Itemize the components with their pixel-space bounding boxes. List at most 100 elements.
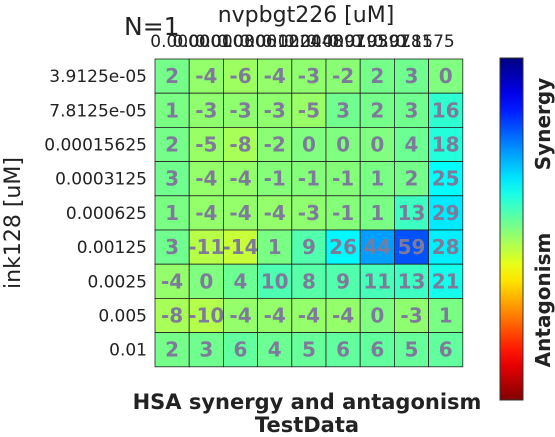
cell-value-label: 3 bbox=[165, 167, 179, 191]
cell-value-label: -4 bbox=[195, 167, 217, 191]
cell-value-label: 28 bbox=[432, 235, 460, 259]
cell-value-label: 0 bbox=[370, 133, 384, 157]
heatmap-cell bbox=[359, 297, 395, 333]
cell-value-label: -1 bbox=[298, 167, 320, 191]
heatmap-cell bbox=[188, 127, 224, 163]
heatmap-cell bbox=[325, 58, 361, 94]
cell-value-label: 3 bbox=[165, 235, 179, 259]
cell-value-label: -4 bbox=[229, 201, 251, 225]
heatmap-cell bbox=[393, 332, 429, 368]
cell-value-label: 0 bbox=[302, 133, 316, 157]
cell-value-label: -3 bbox=[400, 304, 422, 328]
heatmap-cell bbox=[154, 263, 190, 299]
heatmap-cell bbox=[257, 195, 293, 231]
x-tick-label: 0.0001 bbox=[173, 32, 232, 52]
heatmap-cell bbox=[222, 161, 258, 197]
cell-value-label: -4 bbox=[229, 167, 251, 191]
heatmap-cell bbox=[154, 92, 190, 128]
heatmap-cell bbox=[359, 195, 395, 231]
cell-value-label: -4 bbox=[161, 269, 183, 293]
cell-value-label: 1 bbox=[268, 235, 282, 259]
x-tick-label: 0.0048 bbox=[284, 32, 343, 52]
x-tick-label: 0.0003 bbox=[195, 32, 254, 52]
cell-value-label: 9 bbox=[302, 235, 316, 259]
heatmap-cell bbox=[222, 263, 258, 299]
cell-value-label: 4 bbox=[405, 133, 419, 157]
cell-value-label: 5 bbox=[302, 338, 316, 362]
heatmap-cell bbox=[188, 332, 224, 368]
y-tick-label: 0.005 bbox=[98, 307, 147, 327]
heatmap-cell bbox=[291, 58, 327, 94]
cell-value-label: 2 bbox=[165, 133, 179, 157]
cell-value-label: 18 bbox=[432, 133, 460, 157]
cell-value-label: -4 bbox=[195, 64, 217, 88]
x-tick-labels: 0.00000.00010.00030.00060.00120.00240.00… bbox=[150, 32, 454, 52]
cell-value-label: 3 bbox=[405, 98, 419, 122]
cell-value-label: 6 bbox=[439, 338, 453, 362]
cell-value-label: -4 bbox=[332, 304, 354, 328]
cell-value-label: 16 bbox=[432, 98, 460, 122]
cell-value-label: -4 bbox=[264, 201, 286, 225]
heatmap-cell bbox=[291, 229, 327, 265]
cell-value-label: 3 bbox=[405, 64, 419, 88]
cell-value-label: -2 bbox=[264, 133, 286, 157]
cell-value-label: -6 bbox=[229, 64, 251, 88]
cell-value-label: 1 bbox=[439, 304, 453, 328]
cell-value-label: -5 bbox=[195, 133, 217, 157]
heatmap-cell bbox=[291, 195, 327, 231]
heatmap-cell bbox=[257, 229, 293, 265]
cell-value-label: 44 bbox=[363, 235, 391, 259]
x-tick-label: 0.0006 bbox=[217, 32, 276, 52]
heatmap-cell bbox=[291, 92, 327, 128]
cell-value-label: -11 bbox=[188, 235, 224, 259]
cell-value-label: 0 bbox=[336, 133, 350, 157]
heatmap-cell bbox=[325, 161, 361, 197]
cell-value-label: 6 bbox=[234, 338, 248, 362]
cell-value-label: 11 bbox=[363, 269, 391, 293]
cell-value-label: 10 bbox=[261, 269, 289, 293]
cell-value-label: 13 bbox=[398, 201, 426, 225]
cell-value-label: 29 bbox=[432, 201, 460, 225]
heatmap-cell bbox=[428, 229, 464, 265]
cell-value-label: -3 bbox=[298, 201, 320, 225]
heatmap-cell bbox=[359, 332, 395, 368]
cell-value-label: -4 bbox=[229, 304, 251, 328]
cell-value-label: 5 bbox=[405, 338, 419, 362]
cell-value-label: 0 bbox=[199, 269, 213, 293]
cell-value-label: 3 bbox=[199, 338, 213, 362]
y-tick-label: 0.00015625 bbox=[44, 136, 147, 156]
x-tick-label: 0.0195 bbox=[328, 32, 387, 52]
y-tick-label: 0.0025 bbox=[88, 272, 147, 292]
x-tick-label: 0.0012 bbox=[239, 32, 298, 52]
cell-value-label: 2 bbox=[165, 64, 179, 88]
heatmap-cell bbox=[188, 297, 224, 333]
heatmap-cell bbox=[359, 263, 395, 299]
colorbar bbox=[499, 57, 524, 401]
cell-value-label: 2 bbox=[165, 338, 179, 362]
cell-value-label: 2 bbox=[405, 167, 419, 191]
cell-value-label: -1 bbox=[264, 167, 286, 191]
cell-value-label: 25 bbox=[432, 167, 460, 191]
heatmap-cells: 2 -4 -6 -4 -3 -2 2 3 01 -3 -3 -3 -5 3 2 3 162 -5 -8 -2 0 0 0 4 1… bbox=[154, 58, 464, 368]
colorbar-label-synergy: Synergy bbox=[531, 78, 555, 170]
cell-value-label: 26 bbox=[329, 235, 357, 259]
cell-value-label: 6 bbox=[336, 338, 350, 362]
sample-count-label: N=1 bbox=[124, 12, 180, 41]
cell-value-label: -4 bbox=[264, 304, 286, 328]
heatmap-cell bbox=[257, 127, 293, 163]
x-tick-label: 0.0781 bbox=[373, 32, 432, 52]
heatmap-cell bbox=[188, 263, 224, 299]
y-tick-label: 3.9125e-05 bbox=[49, 67, 147, 87]
heatmap-cell bbox=[428, 263, 464, 299]
cell-value-label: -1 bbox=[332, 201, 354, 225]
y-tick-label: 0.00125 bbox=[77, 238, 147, 258]
cell-value-label: 1 bbox=[370, 167, 384, 191]
heatmap-cell bbox=[393, 297, 429, 333]
cell-value-label: 1 bbox=[370, 201, 384, 225]
heatmap-cell bbox=[325, 92, 361, 128]
heatmap-cell bbox=[428, 297, 464, 333]
heatmap-cell bbox=[291, 127, 327, 163]
cell-value-label: 1 bbox=[165, 201, 179, 225]
heatmap-cell bbox=[393, 195, 429, 231]
y-tick-labels: 3.9125e-05 7.8125e-05 0.00015625 0.0003125 0… bbox=[44, 67, 147, 361]
